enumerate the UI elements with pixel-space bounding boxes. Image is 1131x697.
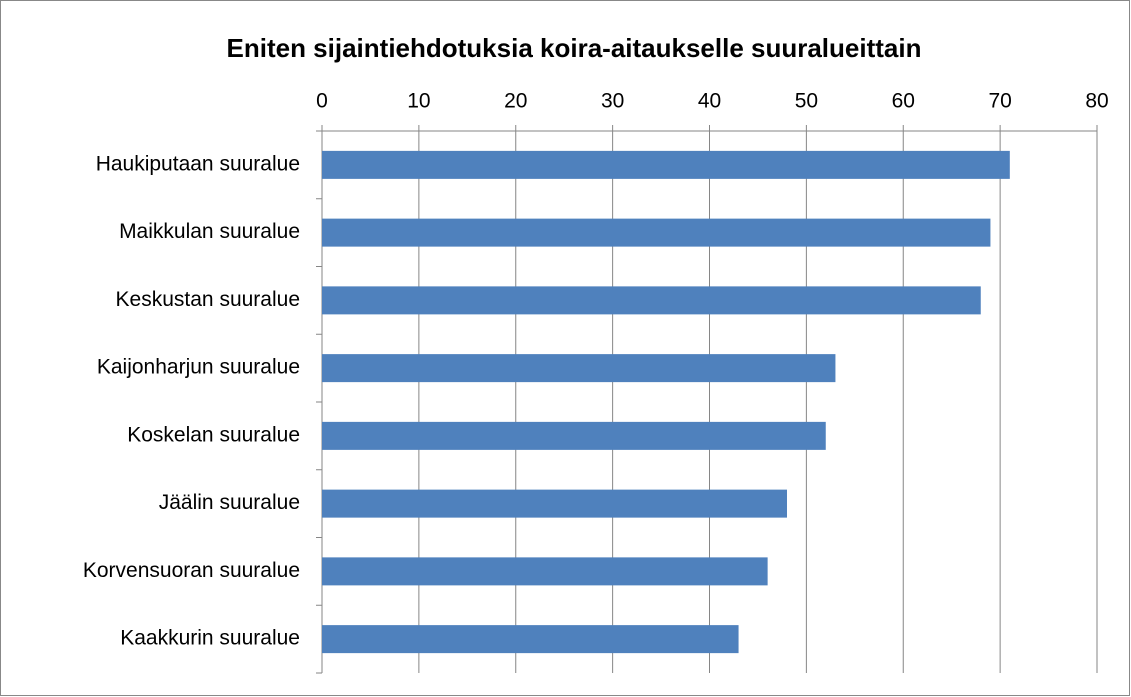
x-tick-label: 10 bbox=[407, 90, 430, 113]
y-tick-label: Keskustan suuralue bbox=[116, 288, 300, 311]
bar bbox=[322, 625, 739, 654]
x-tick-label: 60 bbox=[892, 90, 915, 113]
x-tick-label: 20 bbox=[504, 90, 527, 113]
y-tick-label: Jäälin suuralue bbox=[159, 491, 300, 514]
y-tick-label: Kaijonharjun suuralue bbox=[97, 356, 300, 379]
x-tick-label: 40 bbox=[698, 90, 721, 113]
y-tick-label: Maikkulan suuralue bbox=[119, 220, 300, 243]
x-tick-label: 80 bbox=[1085, 90, 1108, 113]
chart-title: Eniten sijaintiehdotuksia koira-aitaukse… bbox=[227, 33, 922, 63]
x-tick-label: 50 bbox=[795, 90, 818, 113]
bar bbox=[322, 421, 826, 450]
y-tick-label: Koskelan suuralue bbox=[127, 423, 300, 446]
bar bbox=[322, 489, 787, 518]
y-tick-label: Korvensuoran suuralue bbox=[83, 559, 300, 582]
y-tick-label: Haukiputaan suuralue bbox=[96, 152, 300, 175]
y-tick-label: Kaakkurin suuralue bbox=[120, 627, 300, 650]
bar bbox=[322, 557, 768, 586]
x-tick-label: 0 bbox=[316, 90, 328, 113]
bar bbox=[322, 354, 836, 383]
bar bbox=[322, 286, 981, 315]
x-tick-label: 70 bbox=[988, 90, 1011, 113]
bar bbox=[322, 218, 991, 247]
bar bbox=[322, 150, 1010, 179]
x-tick-label: 30 bbox=[601, 90, 624, 113]
